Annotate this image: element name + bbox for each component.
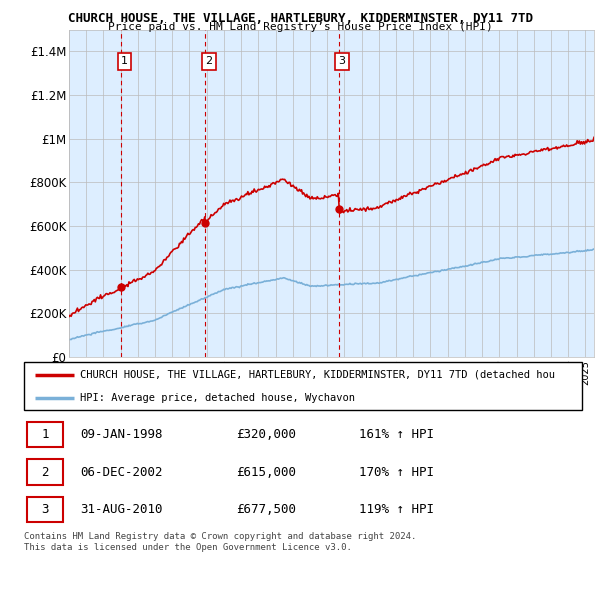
Text: 3: 3 (338, 57, 346, 67)
Text: CHURCH HOUSE, THE VILLAGE, HARTLEBURY, KIDDERMINSTER, DY11 7TD: CHURCH HOUSE, THE VILLAGE, HARTLEBURY, K… (67, 12, 533, 25)
FancyBboxPatch shape (27, 422, 63, 447)
Text: 2: 2 (41, 466, 49, 478)
Text: £320,000: £320,000 (236, 428, 296, 441)
Text: 170% ↑ HPI: 170% ↑ HPI (359, 466, 434, 478)
Text: Price paid vs. HM Land Registry’s House Price Index (HPI): Price paid vs. HM Land Registry’s House … (107, 22, 493, 32)
FancyBboxPatch shape (27, 497, 63, 522)
Text: 09-JAN-1998: 09-JAN-1998 (80, 428, 162, 441)
Text: 3: 3 (41, 503, 49, 516)
Text: 1: 1 (41, 428, 49, 441)
Text: 1: 1 (121, 57, 128, 67)
Text: 161% ↑ HPI: 161% ↑ HPI (359, 428, 434, 441)
Text: HPI: Average price, detached house, Wychavon: HPI: Average price, detached house, Wych… (80, 393, 355, 403)
Text: 2: 2 (205, 57, 212, 67)
Text: £615,000: £615,000 (236, 466, 296, 478)
Text: £677,500: £677,500 (236, 503, 296, 516)
Text: 31-AUG-2010: 31-AUG-2010 (80, 503, 162, 516)
FancyBboxPatch shape (27, 459, 63, 485)
Text: Contains HM Land Registry data © Crown copyright and database right 2024.
This d: Contains HM Land Registry data © Crown c… (24, 532, 416, 552)
Text: 06-DEC-2002: 06-DEC-2002 (80, 466, 162, 478)
Text: 119% ↑ HPI: 119% ↑ HPI (359, 503, 434, 516)
Text: CHURCH HOUSE, THE VILLAGE, HARTLEBURY, KIDDERMINSTER, DY11 7TD (detached hou: CHURCH HOUSE, THE VILLAGE, HARTLEBURY, K… (80, 370, 555, 380)
